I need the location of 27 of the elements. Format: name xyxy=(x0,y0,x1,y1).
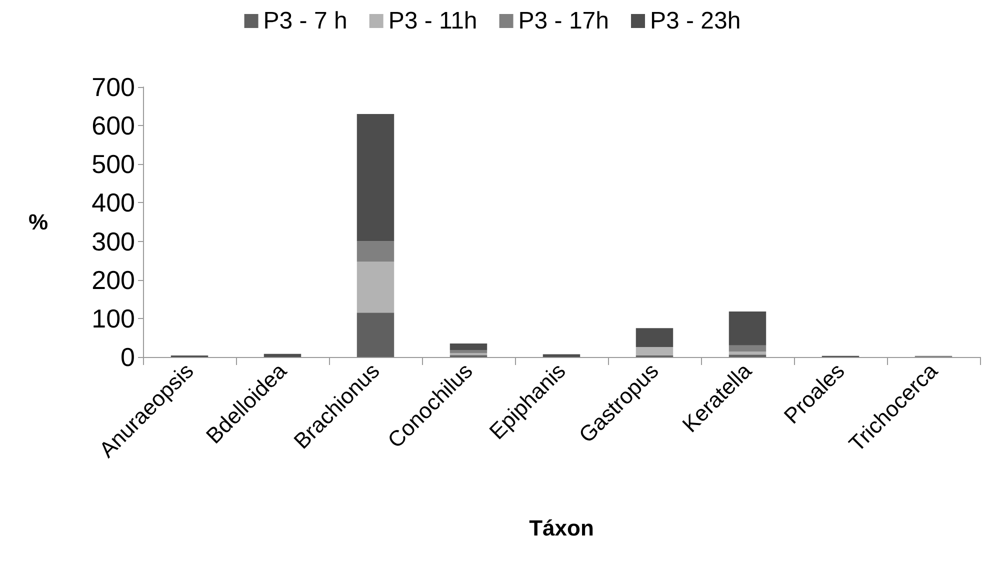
y-tick-label: 0 xyxy=(120,342,135,372)
bar xyxy=(636,346,674,356)
y-tick-label: 200 xyxy=(92,264,135,295)
y-tick-label: 300 xyxy=(92,226,135,256)
legend-label: P3 - 23h xyxy=(650,8,741,34)
y-tick-label: 600 xyxy=(92,110,135,141)
bar xyxy=(728,311,766,346)
y-tick-label: 700 xyxy=(92,72,135,102)
bar xyxy=(356,241,394,262)
legend-label: P3 - 17h xyxy=(518,8,610,34)
bar xyxy=(636,328,674,347)
bar xyxy=(356,114,394,242)
y-tick-label: 400 xyxy=(92,188,135,218)
y-tick-label: 500 xyxy=(92,149,135,180)
x-axis-title: Táxon xyxy=(529,516,594,540)
bar xyxy=(450,350,488,354)
bar xyxy=(264,354,302,357)
bar xyxy=(542,354,580,357)
legend-label: P3 - 11h xyxy=(388,8,478,34)
bar xyxy=(356,312,394,357)
bar xyxy=(356,262,394,313)
bar xyxy=(450,344,488,350)
bar xyxy=(728,352,766,355)
bar xyxy=(728,345,766,352)
y-axis-title: % xyxy=(28,210,48,234)
legend-label: P3 - 7 h xyxy=(263,8,348,34)
y-tick-label: 100 xyxy=(92,303,135,334)
